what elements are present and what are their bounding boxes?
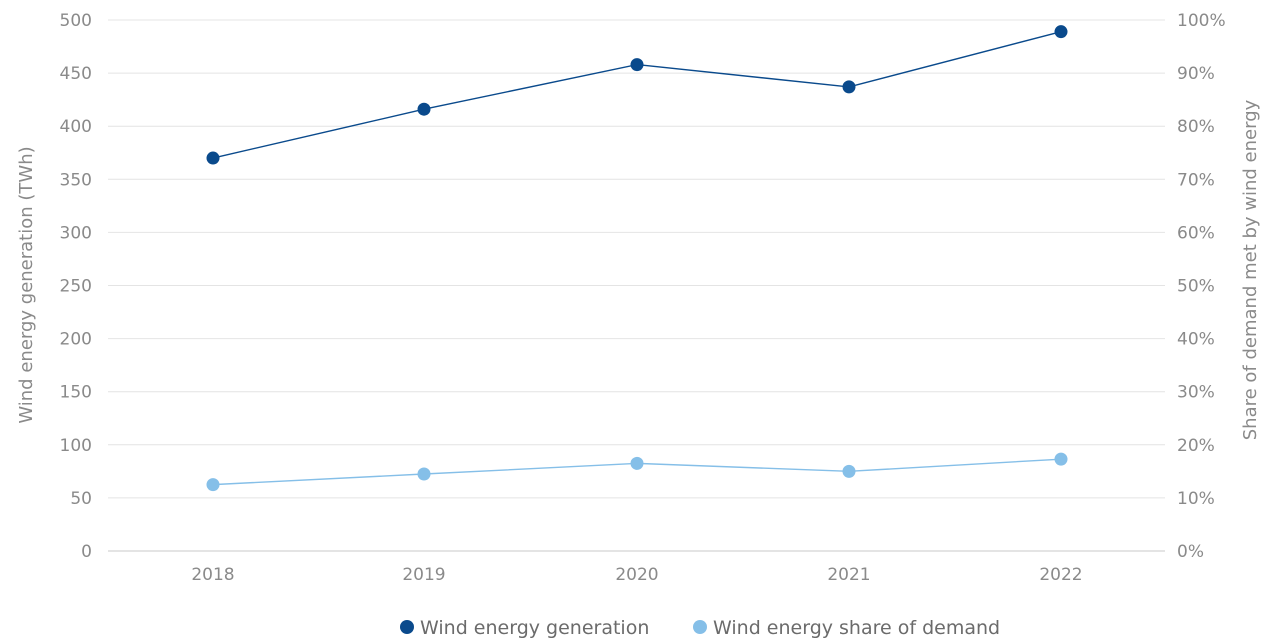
left-tick-label: 400	[60, 117, 92, 137]
left-axis-ticks: 0 50 100 150 200 250 300 350 400 450 500	[60, 11, 92, 562]
legend-item: Wind energy generation	[400, 617, 649, 639]
x-tick-label: 2020	[615, 565, 658, 585]
data-point	[630, 456, 644, 470]
left-tick-label: 100	[60, 436, 92, 456]
series-line	[212, 31, 1062, 159]
gridlines	[108, 19, 1165, 552]
data-point	[842, 464, 856, 478]
right-tick-label: 10%	[1177, 489, 1215, 509]
right-tick-label: 100%	[1177, 11, 1226, 31]
right-tick-label: 20%	[1177, 436, 1215, 456]
left-tick-label: 300	[60, 223, 92, 243]
legend-label: Wind energy share of demand	[713, 617, 1000, 639]
data-point	[417, 467, 431, 481]
series-share	[206, 452, 1068, 492]
right-tick-label: 70%	[1177, 170, 1215, 190]
x-tick-label: 2021	[827, 565, 870, 585]
right-tick-label: 80%	[1177, 117, 1215, 137]
right-tick-label: 50%	[1177, 277, 1215, 297]
right-tick-label: 40%	[1177, 330, 1215, 350]
series-generation	[206, 25, 1068, 165]
data-point	[417, 102, 431, 116]
data-point	[630, 58, 644, 72]
right-tick-label: 60%	[1177, 223, 1215, 243]
right-tick-label: 0%	[1177, 542, 1204, 562]
right-tick-label: 30%	[1177, 383, 1215, 403]
data-point	[1054, 25, 1068, 39]
x-tick-label: 2018	[191, 565, 234, 585]
x-axis-ticks: 2018 2019 2020 2021 2022	[191, 565, 1082, 585]
right-axis-title: Share of demand met by wind energy	[1240, 99, 1261, 440]
left-tick-label: 0	[81, 542, 92, 562]
x-tick-label: 2019	[402, 565, 445, 585]
data-point	[206, 151, 220, 165]
legend-label: Wind energy generation	[420, 617, 649, 639]
left-tick-label: 500	[60, 11, 92, 31]
left-tick-label: 150	[60, 383, 92, 403]
data-point	[842, 80, 856, 94]
left-tick-label: 250	[60, 277, 92, 297]
right-axis-ticks: 0% 10% 20% 30% 40% 50% 60% 70% 80% 90% 100%	[1177, 11, 1226, 562]
series-layer	[206, 25, 1068, 492]
legend-item: Wind energy share of demand	[693, 617, 1000, 639]
legend-marker	[400, 620, 414, 634]
x-tick-label: 2022	[1039, 565, 1082, 585]
left-axis-title: Wind energy generation (TWh)	[16, 146, 37, 423]
legend: Wind energy generation Wind energy share …	[400, 617, 1000, 639]
left-tick-label: 450	[60, 64, 92, 84]
left-tick-label: 350	[60, 170, 92, 190]
left-tick-label: 50	[70, 489, 92, 509]
left-tick-label: 200	[60, 330, 92, 350]
legend-marker	[693, 620, 707, 634]
right-tick-label: 90%	[1177, 64, 1215, 84]
data-point	[1054, 452, 1068, 466]
data-point	[206, 478, 220, 492]
